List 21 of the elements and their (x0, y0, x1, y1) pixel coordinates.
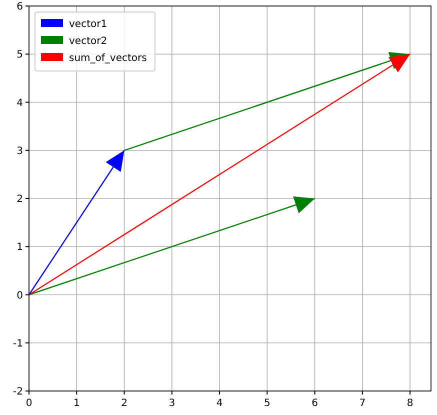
x-tick-label: 0 (26, 398, 32, 409)
y-tick-label: 6 (16, 2, 23, 12)
y-tick-label: 0 (16, 290, 23, 302)
y-tick-label: 4 (16, 98, 23, 109)
legend-label: sum_of_vectors (69, 53, 147, 64)
legend-label: vector1 (69, 19, 108, 30)
x-tick-label: 8 (406, 398, 414, 409)
x-tick-label: 6 (312, 398, 318, 409)
x-tick-label: 7 (359, 398, 366, 409)
x-tick-label: 4 (216, 398, 223, 409)
x-tick-label: 1 (73, 398, 80, 409)
y-tick-label: 1 (16, 242, 23, 254)
y-tick-label: 2 (16, 194, 23, 205)
y-tick-label: -2 (13, 386, 23, 398)
y-tick-label: 5 (16, 50, 23, 61)
x-tick-label: 2 (121, 398, 128, 409)
x-tick-label: 5 (264, 398, 270, 409)
y-tick-label: -1 (13, 338, 23, 350)
x-tick-label: 3 (168, 398, 176, 409)
legend-label: vector2 (69, 36, 108, 47)
y-tick-label: 3 (16, 146, 23, 157)
